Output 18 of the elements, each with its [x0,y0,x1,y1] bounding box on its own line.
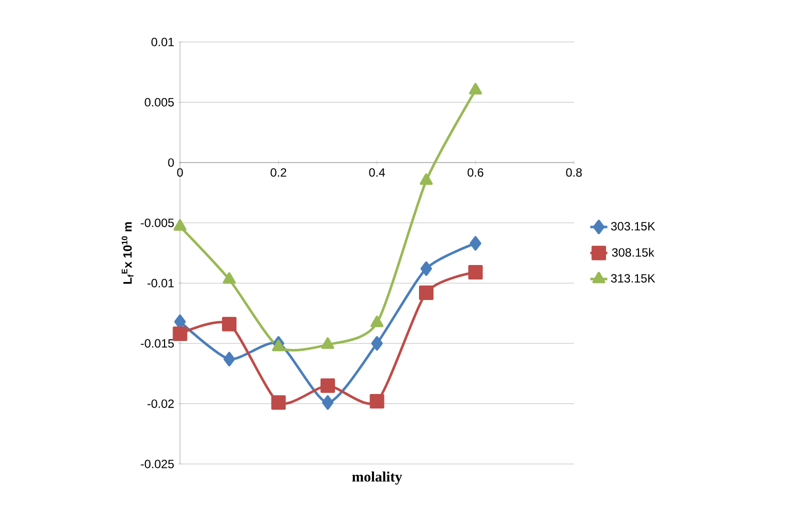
y-tick-label: -0.01 [148,278,174,288]
x-tick-label: 0.2 [270,168,286,177]
y-tick-label: 0 [168,158,174,167]
y-tick-label: 0.01 [151,38,174,46]
legend-label: 313.15K [611,274,656,283]
x-axis-title: molality [352,472,402,485]
x-tick-label: 0.6 [468,168,484,177]
legend-label: 303.15K [611,222,656,231]
y-tick-label: -0.02 [148,399,174,408]
x-tick-label: 0 [177,168,183,177]
y-tick-label: -0.015 [140,339,174,348]
y-tick-label: 0.005 [144,98,174,107]
legend-label: 308.15k [612,248,654,257]
y-tick-label: -0.025 [140,460,174,468]
x-tick-label: 0.8 [566,168,582,177]
y-tick-label: -0.005 [140,218,174,228]
y-axis-title: L$_{f}$$^{E}$x 10$^{10}$ m [122,222,134,284]
x-tick-label: 0.4 [369,168,385,177]
